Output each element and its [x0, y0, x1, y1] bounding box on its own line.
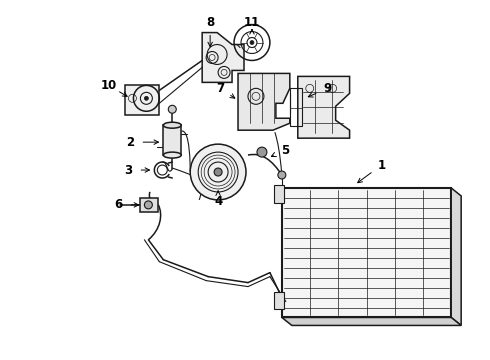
Polygon shape: [202, 32, 244, 82]
Ellipse shape: [163, 152, 181, 158]
Bar: [290, 88, 302, 126]
Bar: [274, 185, 284, 203]
Text: 6: 6: [114, 198, 122, 211]
Text: 7: 7: [216, 82, 224, 95]
Circle shape: [214, 168, 222, 176]
Circle shape: [145, 96, 148, 100]
Text: 10: 10: [100, 79, 117, 92]
Text: 5: 5: [281, 144, 289, 157]
Circle shape: [250, 41, 254, 45]
Bar: [282, 188, 451, 318]
Circle shape: [190, 144, 246, 200]
Circle shape: [278, 171, 286, 179]
Bar: [141, 198, 158, 212]
Circle shape: [257, 147, 267, 157]
Text: 11: 11: [244, 16, 260, 29]
Ellipse shape: [163, 122, 181, 128]
Polygon shape: [282, 318, 461, 325]
Bar: [274, 292, 284, 310]
Circle shape: [145, 201, 152, 209]
Text: 2: 2: [126, 136, 135, 149]
Polygon shape: [298, 76, 349, 138]
Text: 4: 4: [214, 195, 222, 208]
Polygon shape: [451, 188, 461, 325]
Text: 8: 8: [206, 16, 214, 29]
Text: 1: 1: [377, 158, 386, 172]
Circle shape: [168, 105, 176, 113]
Bar: [163, 125, 181, 155]
Text: 3: 3: [124, 163, 132, 176]
Bar: [125, 85, 159, 115]
Polygon shape: [238, 73, 290, 130]
Text: 9: 9: [323, 82, 332, 95]
